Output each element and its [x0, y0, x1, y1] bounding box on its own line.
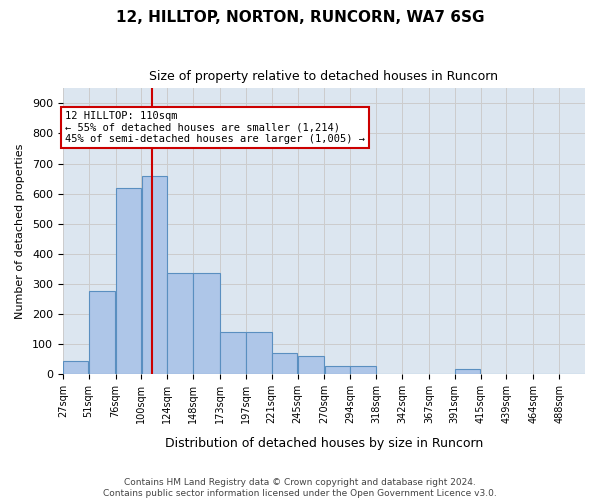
Bar	[298, 356, 324, 374]
Bar	[89, 292, 115, 374]
Bar	[142, 176, 167, 374]
Bar	[220, 332, 245, 374]
Bar	[325, 366, 350, 374]
Text: Contains HM Land Registry data © Crown copyright and database right 2024.
Contai: Contains HM Land Registry data © Crown c…	[103, 478, 497, 498]
Title: Size of property relative to detached houses in Runcorn: Size of property relative to detached ho…	[149, 70, 499, 83]
Text: 12, HILLTOP, NORTON, RUNCORN, WA7 6SG: 12, HILLTOP, NORTON, RUNCORN, WA7 6SG	[116, 10, 484, 25]
Bar	[272, 353, 298, 374]
Bar	[116, 188, 141, 374]
Bar	[455, 368, 481, 374]
Bar	[167, 274, 193, 374]
Bar	[63, 362, 88, 374]
Bar	[246, 332, 272, 374]
Y-axis label: Number of detached properties: Number of detached properties	[15, 144, 25, 319]
Bar	[350, 366, 376, 374]
Text: 12 HILLTOP: 110sqm
← 55% of detached houses are smaller (1,214)
45% of semi-deta: 12 HILLTOP: 110sqm ← 55% of detached hou…	[65, 111, 365, 144]
Bar	[193, 274, 220, 374]
X-axis label: Distribution of detached houses by size in Runcorn: Distribution of detached houses by size …	[165, 437, 483, 450]
